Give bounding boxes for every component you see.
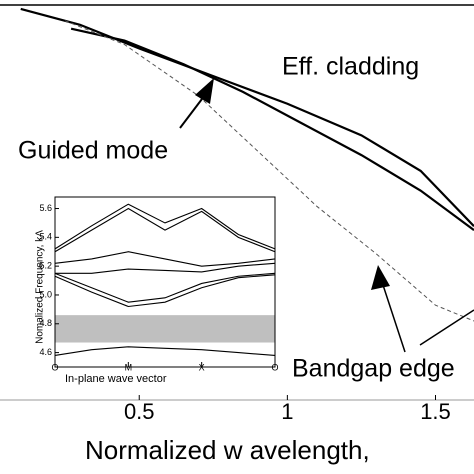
line: [70, 27, 474, 232]
band-gap: [55, 315, 275, 343]
line: [54, 272, 276, 303]
annotation: Guided mode: [18, 137, 168, 165]
line: [64, 20, 474, 322]
line: [54, 274, 276, 308]
x-axis-label: In-plane wave vector: [65, 373, 167, 385]
line: [54, 203, 276, 250]
y-tick-label: 5.4: [39, 232, 52, 242]
y-tick-label: 5.2: [39, 261, 52, 271]
line: [54, 251, 276, 267]
y-tick-label: 4.6: [39, 347, 52, 357]
main-plot: 0.5 1 1.5 Normalized w avelength,: [0, 4, 474, 465]
annotation: Eff. cladding: [282, 53, 419, 81]
x-tick-label: X: [199, 362, 205, 372]
line: [54, 346, 276, 357]
x-axis-label: Normalized w avelength,: [85, 435, 370, 465]
line: [20, 7, 474, 227]
y-tick-label: 4.8: [39, 318, 52, 328]
inset-plot: O M X O 4.6 4.8 5.0 5.2 5.4 5.6 In-plane wave vect…: [35, 196, 279, 385]
frame: [54, 196, 276, 368]
annotation: Bandgap edge: [292, 355, 455, 383]
x-tick-label: 1: [281, 399, 293, 424]
y-tick-label: 5.0: [39, 289, 52, 299]
x-tick-label: 0.5: [124, 399, 155, 424]
arrow-head: [195, 78, 214, 104]
arrow-head: [371, 265, 390, 290]
inset-background: [30, 192, 280, 388]
y-tick-label: 5.6: [39, 203, 52, 213]
x-tick-label: M: [125, 362, 133, 372]
arrow: [419, 309, 474, 346]
x-tick-label: 1.5: [420, 399, 451, 424]
x-tick-label: O: [271, 362, 278, 372]
line: [54, 207, 276, 253]
y-axis-label: Nomalized Frequency, kΛ: [35, 230, 46, 344]
arrow: [179, 94, 206, 129]
x-tick-label: O: [51, 362, 58, 372]
line: [55, 262, 276, 274]
arrow: [382, 284, 406, 353]
